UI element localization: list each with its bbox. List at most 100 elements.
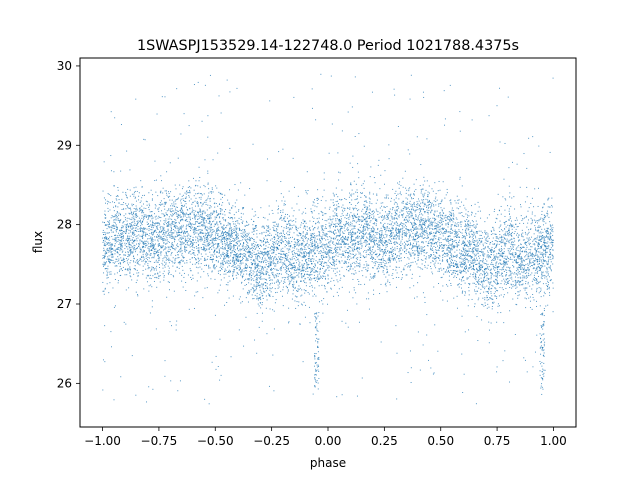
data-point: [546, 288, 548, 290]
data-point: [402, 233, 404, 235]
data-point: [358, 270, 360, 272]
data-point: [207, 238, 209, 240]
data-point: [366, 226, 368, 228]
data-point: [517, 297, 519, 299]
data-point: [235, 226, 237, 228]
data-point: [451, 238, 453, 240]
data-point: [121, 233, 123, 235]
data-point: [136, 272, 138, 274]
data-point: [475, 283, 477, 285]
data-point: [172, 223, 174, 225]
data-point: [526, 250, 528, 252]
data-point: [315, 270, 317, 272]
data-point: [125, 268, 127, 270]
data-point: [129, 268, 131, 270]
data-point: [217, 251, 219, 253]
data-point: [108, 227, 110, 229]
data-point: [280, 236, 282, 238]
data-point: [219, 266, 221, 268]
data-point: [233, 251, 235, 253]
data-point: [150, 238, 152, 240]
data-point: [103, 264, 105, 266]
data-point: [166, 171, 168, 173]
data-point: [219, 270, 221, 272]
data-point: [207, 222, 209, 224]
data-point: [129, 189, 131, 191]
data-point: [446, 247, 448, 249]
data-point: [246, 284, 247, 286]
data-point: [286, 257, 288, 259]
data-point: [302, 270, 304, 272]
data-point: [493, 256, 495, 258]
data-point: [496, 105, 498, 107]
data-point: [117, 217, 119, 219]
data-point: [538, 242, 540, 244]
data-point: [532, 366, 534, 368]
data-point: [145, 277, 147, 279]
data-point: [503, 294, 505, 296]
data-point: [148, 290, 150, 292]
data-point: [507, 257, 509, 259]
data-point: [514, 260, 516, 261]
data-point: [230, 248, 232, 250]
data-point: [221, 209, 223, 211]
data-point: [440, 242, 442, 244]
data-point: [125, 203, 127, 205]
data-point: [338, 223, 340, 225]
data-point: [505, 274, 507, 276]
data-point: [258, 248, 260, 250]
data-point: [172, 229, 174, 231]
data-point: [187, 209, 189, 211]
data-point: [320, 255, 322, 257]
data-point: [215, 224, 217, 226]
data-point: [226, 256, 228, 257]
data-point: [532, 296, 534, 298]
data-point: [451, 209, 453, 211]
data-point: [142, 253, 144, 255]
data-point: [324, 246, 326, 248]
data-point: [450, 225, 452, 227]
data-point: [329, 225, 331, 227]
data-point: [261, 251, 263, 253]
data-point: [340, 253, 342, 255]
data-point: [257, 299, 259, 301]
data-point: [269, 263, 271, 265]
data-point: [442, 285, 444, 287]
data-point: [105, 250, 107, 252]
data-point: [259, 289, 261, 291]
data-point: [345, 243, 347, 245]
data-point: [336, 204, 338, 206]
data-point: [279, 253, 281, 255]
data-point: [380, 240, 382, 242]
data-point: [193, 189, 195, 191]
data-point: [439, 231, 441, 233]
data-point: [111, 215, 113, 217]
data-point: [249, 290, 251, 292]
data-point: [227, 232, 229, 234]
data-point: [393, 203, 395, 205]
data-point: [193, 253, 195, 255]
data-point: [138, 199, 140, 201]
data-point: [344, 209, 346, 211]
data-point: [518, 255, 520, 257]
data-point: [208, 245, 210, 247]
data-point: [543, 253, 545, 255]
data-point: [320, 257, 322, 259]
data-point: [204, 264, 206, 266]
data-point: [475, 213, 477, 215]
data-point: [238, 256, 240, 258]
data-point: [192, 277, 194, 279]
data-point: [106, 272, 108, 274]
data-point: [244, 266, 246, 268]
data-point: [257, 255, 259, 257]
data-point: [439, 212, 441, 214]
data-point: [192, 274, 194, 276]
data-point: [199, 236, 201, 238]
data-point: [278, 208, 280, 210]
data-point: [348, 254, 350, 256]
data-point: [452, 212, 454, 214]
data-point: [188, 252, 190, 254]
data-point: [203, 222, 205, 224]
data-point: [543, 221, 545, 223]
data-point: [438, 254, 440, 256]
